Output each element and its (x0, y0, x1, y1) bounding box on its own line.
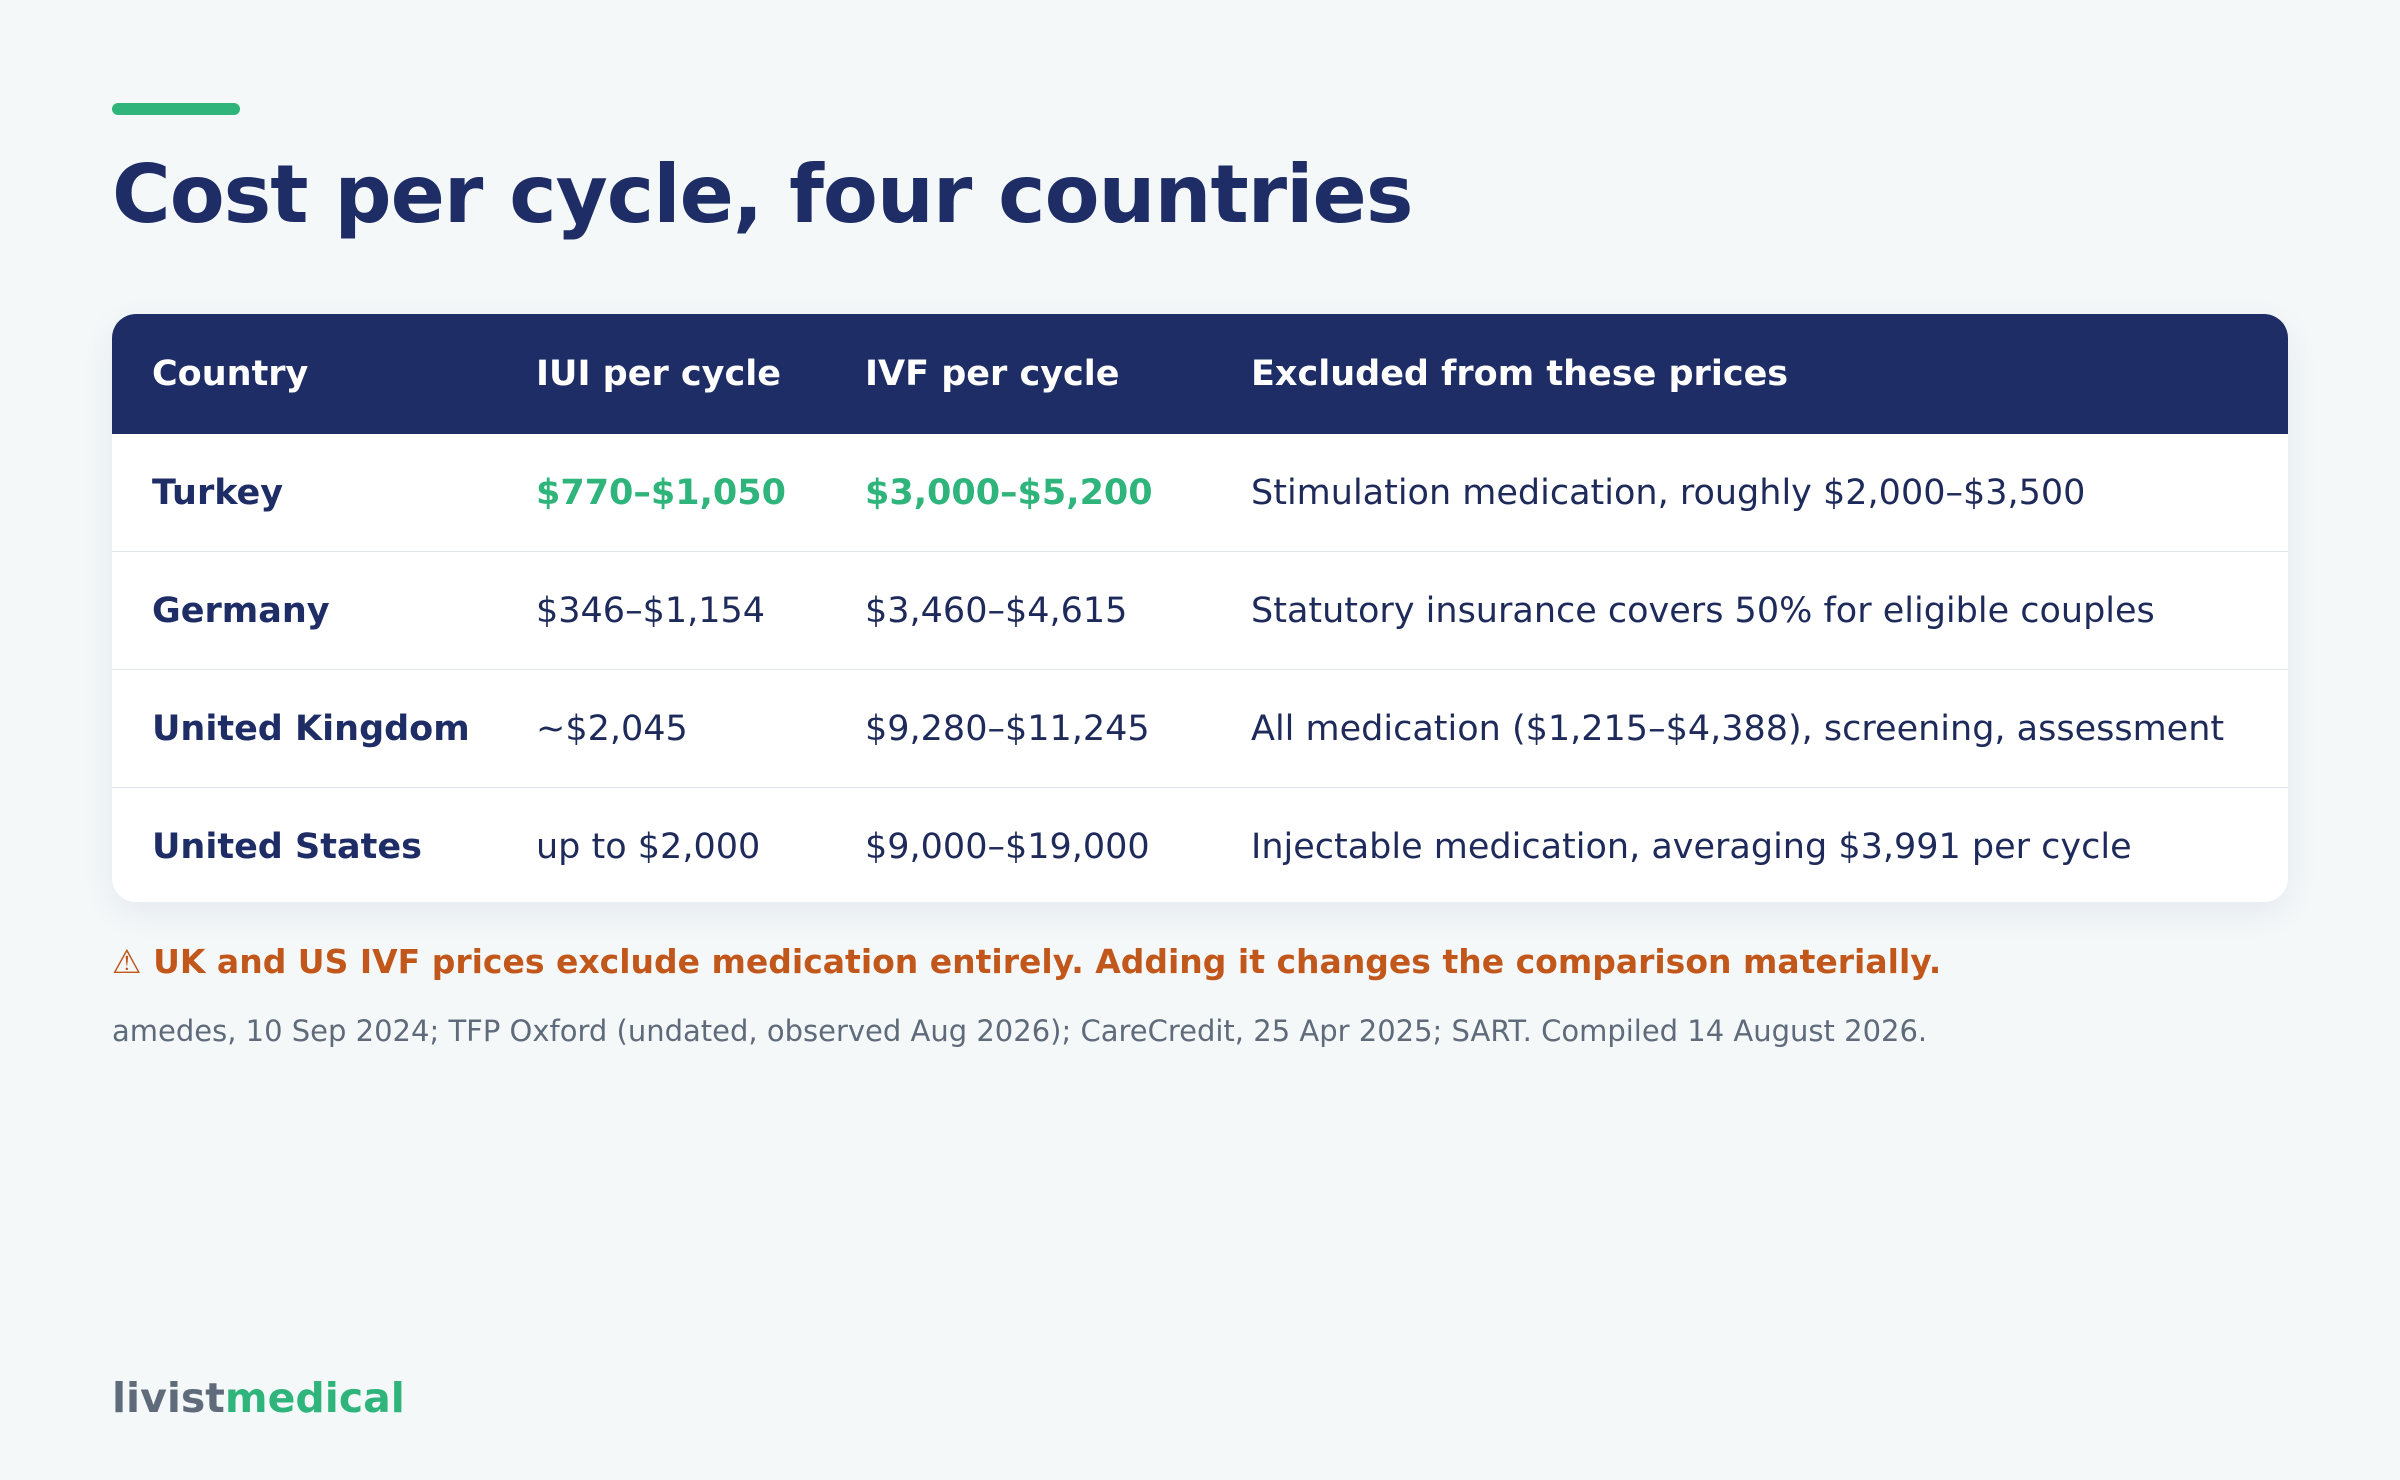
header-iui: IUI per cycle (496, 314, 825, 434)
cost-table: Country IUI per cycle IVF per cycle Excl… (112, 314, 2288, 902)
cell-ivf: $3,460–$4,615 (825, 551, 1211, 670)
cell-iui: ~$2,045 (496, 669, 825, 788)
title-accent-bar (112, 103, 240, 115)
cell-excluded: Stimulation medication, roughly $2,000–$… (1251, 472, 2086, 513)
cell-ivf: $3,000–$5,200 (865, 472, 1153, 513)
cell-iui: $770–$1,050 (536, 472, 786, 513)
cell-excluded: All medication ($1,215–$4,388), screenin… (1211, 669, 2288, 788)
cell-iui: $346–$1,154 (496, 551, 825, 670)
cell-excluded: Injectable medication, averaging $3,991 … (1211, 787, 2288, 902)
warning-note: ⚠ UK and US IVF prices exclude medicatio… (112, 942, 1942, 981)
brand-logo: livistmedical (112, 1374, 405, 1422)
cell-country: Turkey (152, 472, 284, 513)
cell-country: United Kingdom (112, 669, 496, 788)
table-row-turkey: Turkey $770–$1,050 $3,000–$5,200 Stimula… (112, 434, 2288, 552)
table-row-germany: Germany $346–$1,154 $3,460–$4,615 Statut… (112, 551, 2288, 670)
cell-excluded: Statutory insurance covers 50% for eligi… (1211, 551, 2288, 670)
header-country: Country (112, 314, 496, 434)
cell-ivf: $9,000–$19,000 (825, 787, 1211, 902)
sources-note: amedes, 10 Sep 2024; TFP Oxford (undated… (112, 1014, 1928, 1048)
cell-ivf: $9,280–$11,245 (825, 669, 1211, 788)
table-row-united-states: United States up to $2,000 $9,000–$19,00… (112, 787, 2288, 902)
cost-table-card: Country IUI per cycle IVF per cycle Excl… (112, 314, 2288, 902)
header-excluded: Excluded from these prices (1211, 314, 2288, 434)
header-ivf: IVF per cycle (825, 314, 1211, 434)
cell-country: United States (112, 787, 496, 902)
table-header-row: Country IUI per cycle IVF per cycle Excl… (112, 314, 2288, 434)
page-title: Cost per cycle, four countries (112, 148, 1413, 241)
cell-iui: up to $2,000 (496, 787, 825, 902)
logo-text-livist: livist (112, 1374, 225, 1422)
cell-country: Germany (112, 551, 496, 670)
logo-text-medical: medical (224, 1374, 405, 1422)
table-row-united-kingdom: United Kingdom ~$2,045 $9,280–$11,245 Al… (112, 669, 2288, 788)
